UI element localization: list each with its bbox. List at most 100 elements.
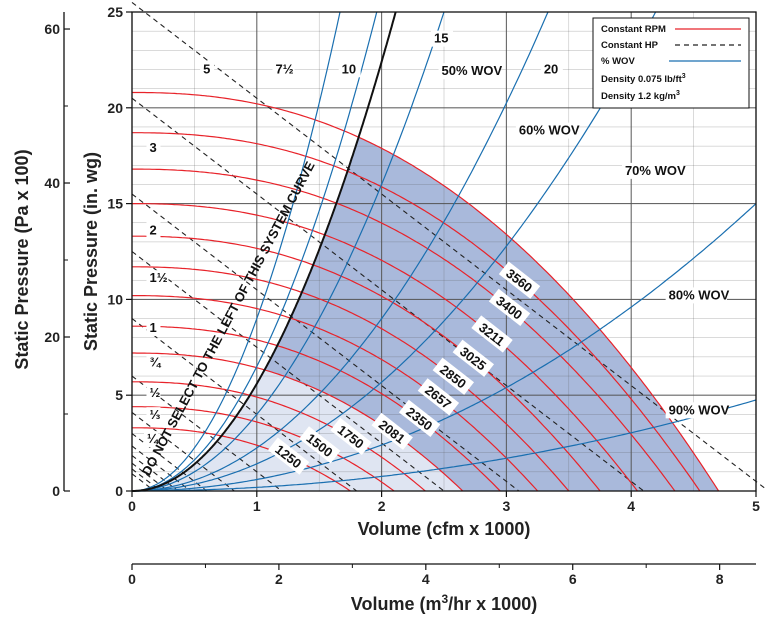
x-tick-label-4: 4 — [627, 498, 635, 514]
wov-curve-3 — [132, 203, 757, 492]
legend-density-1: Density 0.075 lb/ft3 — [601, 73, 686, 85]
m3-axis-title-sup: 3 — [441, 592, 448, 606]
hp-label-bg-4 — [146, 319, 161, 336]
pa-tick-label-1: 20 — [44, 329, 60, 345]
hp-label-bg-10 — [338, 61, 361, 78]
legend-label-2: % WOV — [601, 56, 635, 67]
m3-axis-title: Volume (m3/hr x 1000) — [351, 592, 537, 614]
hp-label-bg-0 — [143, 431, 158, 448]
y-tick-label-3: 15 — [107, 196, 123, 212]
x-tick-label-5: 5 — [752, 498, 760, 514]
legend: Constant RPM Constant HP % WOV Density 0.07… — [592, 17, 750, 109]
x-tick-label-2: 2 — [378, 498, 386, 514]
operating-region-inner — [132, 369, 463, 491]
legend-label-0: Constant RPM — [601, 24, 666, 35]
hp-line-10 — [131, 193, 520, 492]
rpm-label-bg-8 — [471, 315, 513, 353]
m3-tick-label-1: 2 — [275, 571, 283, 587]
rpm-label-bg-9 — [488, 288, 531, 327]
hp-label-1: ⅓ — [149, 407, 160, 422]
rpm-curve-7 — [132, 235, 601, 492]
hp-label-bg-6 — [146, 222, 161, 239]
wov-label-bg-4 — [665, 402, 728, 419]
wov-curve-1 — [132, 11, 549, 492]
wov-curves — [131, 11, 757, 492]
rpm-label-bg-5 — [417, 378, 460, 416]
hp-line-3 — [131, 455, 179, 492]
legend-label-1: Constant HP — [601, 40, 659, 51]
rpm-curve-10 — [132, 132, 701, 492]
rpm-curve-3 — [132, 352, 464, 492]
wov-label-4: 90% WOV — [669, 402, 730, 417]
constant-rpm-curves — [132, 91, 720, 492]
hp-label-bg-1 — [146, 407, 161, 424]
wov-curve-4 — [132, 399, 757, 492]
legend-density-2-text: Density 1.2 kg/m — [601, 91, 676, 102]
hp-label-bg-2 — [146, 385, 161, 402]
pa-tick-label-0: 0 — [52, 483, 60, 499]
hp-line-5 — [131, 433, 208, 492]
m3-tick-label-4: 8 — [716, 571, 724, 587]
hp-label-bg-9 — [272, 61, 295, 78]
rpm-curve-8 — [132, 203, 638, 492]
hp-label-bg-8 — [200, 61, 215, 78]
rpm-curve-5 — [132, 295, 539, 492]
hp-label-bg-11 — [431, 30, 454, 47]
wov-curve-2 — [132, 11, 657, 492]
wov-label-bg-2 — [621, 162, 684, 179]
hp-label-5: 1½ — [149, 270, 167, 285]
x-tick-label-1: 1 — [253, 498, 261, 514]
m3-tick-label-0: 0 — [128, 571, 136, 587]
rpm-curve-2 — [132, 381, 426, 492]
wov-label-0: 50% WOV — [442, 63, 503, 78]
rpm-label-bg-2 — [330, 417, 372, 456]
hp-label-2: ½ — [149, 385, 160, 400]
pa-tick-label-3: 60 — [44, 21, 60, 37]
rpm-label-bg-4 — [398, 399, 441, 438]
hp-label-7: 3 — [149, 140, 156, 155]
wov-label-2: 70% WOV — [625, 163, 686, 178]
wov-label-bg-0 — [438, 63, 500, 80]
hp-label-0: ¼ — [147, 431, 159, 446]
m3-tick-label-2: 4 — [422, 571, 430, 587]
hp-label-bg-7 — [146, 139, 161, 156]
x-tick-label-0: 0 — [128, 498, 136, 514]
rpm-label-bg-7 — [452, 339, 495, 377]
hp-label-9: 7½ — [276, 61, 294, 76]
hp-line-9 — [131, 251, 445, 492]
wov-curve-0 — [132, 11, 445, 492]
hp-label-12: 20 — [544, 61, 558, 76]
rpm-label-bg-10 — [498, 261, 541, 299]
plot-frame — [131, 11, 757, 492]
wov-curve-6 — [132, 11, 378, 492]
wov-label-3: 80% WOV — [669, 287, 730, 302]
hp-label-6: 2 — [149, 222, 156, 237]
legend-box — [592, 17, 750, 109]
legend-density-1-text: Density 0.075 lb/ft — [601, 74, 683, 85]
hp-line-4 — [131, 445, 191, 492]
x-axis-title: Volume (cfm x 1000) — [358, 519, 531, 539]
pa-axis-title-group: Static Pressure (Pa x 100) — [12, 149, 32, 369]
hp-line-0 — [131, 473, 155, 492]
m3-axis-title-rest: /hr x 1000) — [448, 594, 537, 614]
wov-label-bg-1 — [515, 122, 578, 139]
y-tick-label-4: 20 — [107, 100, 123, 116]
wov-curve-5 — [131, 11, 341, 492]
hp-label-bg-12 — [540, 61, 563, 78]
rpm-label-bg-0 — [267, 437, 310, 475]
rpm-curve-11 — [132, 91, 720, 492]
x-tick-label-3: 3 — [503, 498, 511, 514]
hp-label-bg-5 — [146, 270, 169, 287]
pa-axis-title: Static Pressure (Pa x 100) — [12, 149, 32, 369]
rpm-curve-0 — [132, 427, 351, 492]
rpm-curve-9 — [132, 168, 676, 492]
wov-label-1: 60% WOV — [519, 123, 580, 138]
hp-label-11: 15 — [434, 31, 448, 46]
hp-line-6 — [131, 412, 235, 492]
rpm-curve-4 — [132, 325, 501, 492]
rpm-curve-1 — [132, 406, 395, 492]
legend-density-2-sup: 3 — [676, 90, 680, 97]
hp-label-3: ¾ — [149, 354, 161, 369]
